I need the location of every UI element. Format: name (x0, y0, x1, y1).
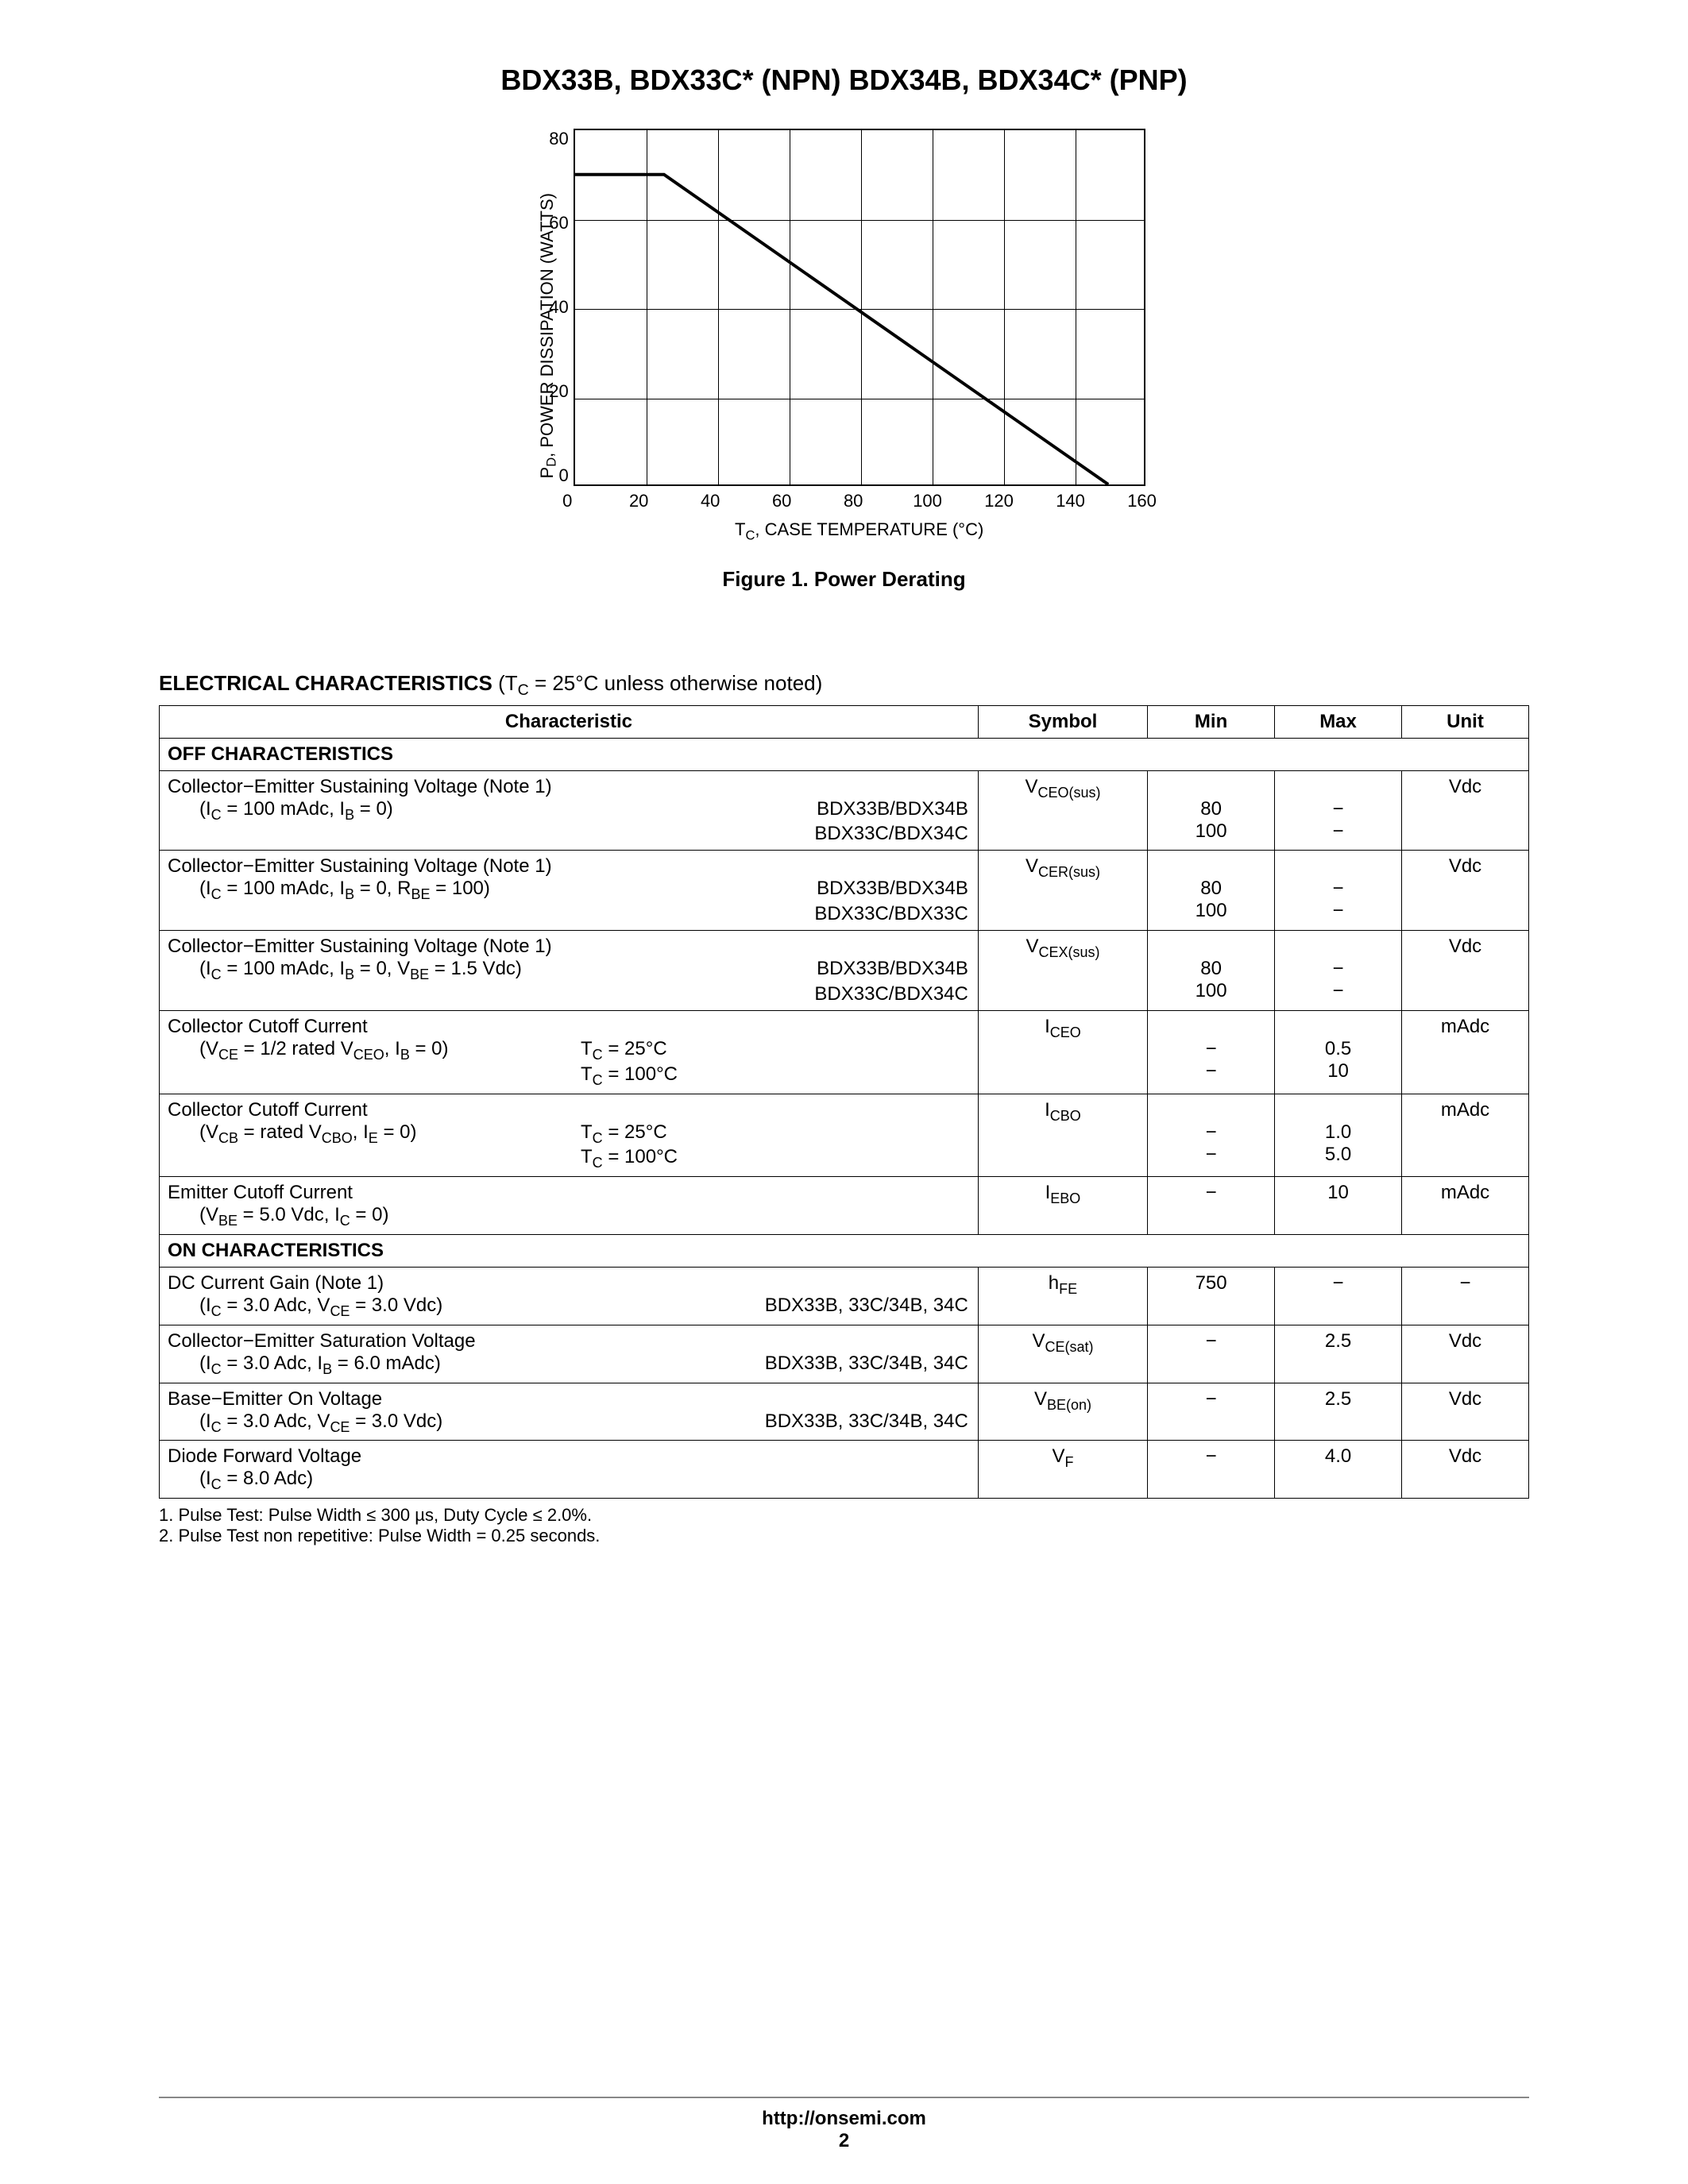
figure-caption: Figure 1. Power Derating (722, 567, 965, 592)
th-symbol: Symbol (978, 705, 1147, 738)
table-row: Collector−Emitter Saturation Voltage (IC… (160, 1325, 1529, 1383)
page-title: BDX33B, BDX33C* (NPN) BDX34B, BDX34C* (P… (159, 64, 1529, 97)
table-row: Collector−Emitter Sustaining Voltage (No… (160, 770, 1529, 851)
off-characteristics-subhead: OFF CHARACTERISTICS (160, 738, 1529, 770)
th-min: Min (1148, 705, 1275, 738)
chart-x-label: TC, CASE TEMPERATURE (°C) (735, 519, 983, 543)
table-row: Collector Cutoff Current (VCE = 1/2 rate… (160, 1010, 1529, 1094)
table-header-row: Characteristic Symbol Min Max Unit (160, 705, 1529, 738)
footer-url: http://onsemi.com (159, 2108, 1529, 2130)
page-footer: http://onsemi.com 2 (159, 2097, 1529, 2152)
power-derating-chart: PD, POWER DISSIPATION (WATTS) 806040200 … (159, 129, 1529, 592)
elec-section-title: ELECTRICAL CHARACTERISTICS (TC = 25°C un… (159, 671, 1529, 700)
table-row: Collector−Emitter Sustaining Voltage (No… (160, 851, 1529, 931)
table-row: Collector−Emitter Sustaining Voltage (No… (160, 931, 1529, 1011)
footnote-1: 1. Pulse Test: Pulse Width ≤ 300 µs, Dut… (159, 1505, 1529, 1526)
footnotes: 1. Pulse Test: Pulse Width ≤ 300 µs, Dut… (159, 1505, 1529, 1546)
table-row: DC Current Gain (Note 1) (IC = 3.0 Adc, … (160, 1267, 1529, 1325)
chart-grid (574, 129, 1145, 486)
th-max: Max (1275, 705, 1402, 738)
chart-line (575, 130, 1144, 484)
table-row: Diode Forward Voltage (IC = 8.0 Adc) VF … (160, 1441, 1529, 1499)
characteristics-table: Characteristic Symbol Min Max Unit OFF C… (159, 705, 1529, 1499)
table-row: Emitter Cutoff Current (VBE = 5.0 Vdc, I… (160, 1177, 1529, 1235)
chart-y-ticks: 806040200 (534, 129, 569, 486)
on-characteristics-subhead: ON CHARACTERISTICS (160, 1234, 1529, 1267)
table-row: Collector Cutoff Current (VCB = rated VC… (160, 1094, 1529, 1177)
footer-page-number: 2 (159, 2130, 1529, 2152)
footnote-2: 2. Pulse Test non repetitive: Pulse Widt… (159, 1526, 1529, 1546)
th-unit: Unit (1402, 705, 1529, 738)
th-characteristic: Characteristic (160, 705, 979, 738)
table-row: Base−Emitter On Voltage (IC = 3.0 Adc, V… (160, 1383, 1529, 1441)
chart-x-ticks: 020406080100120140160 (555, 491, 1151, 511)
